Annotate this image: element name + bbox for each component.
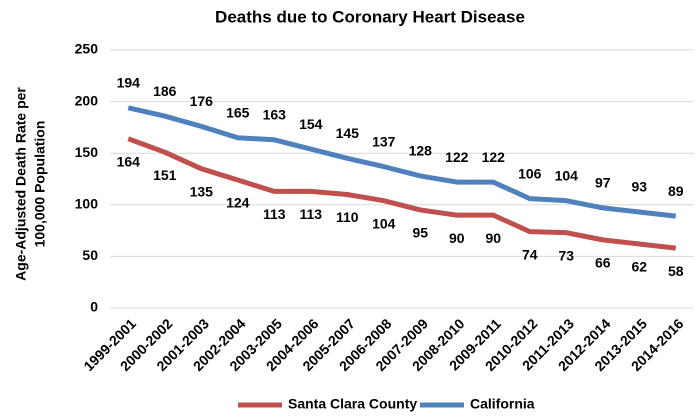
data-label: 194 — [117, 74, 141, 90]
data-label: 176 — [190, 93, 214, 109]
data-label: 73 — [558, 247, 574, 263]
data-label: 163 — [263, 106, 287, 122]
data-label: 62 — [631, 259, 647, 275]
y-axis-label-line: 100,000 Population — [32, 121, 48, 248]
data-label: 124 — [226, 195, 250, 211]
data-label: 128 — [409, 143, 433, 159]
data-label: 106 — [518, 165, 542, 181]
y-tick-label: 50 — [82, 247, 98, 263]
series-line — [127, 105, 677, 219]
data-label: 90 — [485, 230, 501, 246]
y-tick-label: 100 — [75, 196, 99, 212]
data-label: 113 — [263, 206, 286, 222]
data-label: 151 — [153, 167, 177, 183]
data-label: 66 — [595, 255, 611, 271]
legend-label: Santa Clara County — [288, 396, 417, 412]
data-label: 122 — [445, 149, 469, 165]
data-label: 137 — [372, 133, 396, 149]
data-label: 154 — [299, 116, 323, 132]
data-label: 104 — [372, 215, 396, 231]
data-label: 97 — [595, 175, 611, 191]
y-tick-label: 200 — [75, 92, 99, 108]
data-label: 122 — [482, 149, 506, 165]
data-label: 186 — [153, 83, 177, 99]
y-tick-label: 150 — [75, 144, 99, 160]
y-tick-label: 0 — [90, 299, 98, 315]
data-label: 164 — [117, 153, 141, 169]
data-label: 89 — [668, 183, 684, 199]
chart-title: Deaths due to Coronary Heart Disease — [215, 7, 525, 26]
y-axis-label-line: Age-Adjusted Death Rate per — [13, 87, 29, 281]
data-label: 93 — [631, 179, 647, 195]
legend-label: California — [470, 396, 535, 412]
data-label: 74 — [522, 246, 538, 262]
data-label: 90 — [449, 230, 465, 246]
data-label: 104 — [555, 167, 579, 183]
data-label: 110 — [336, 209, 359, 225]
data-label: 145 — [336, 125, 360, 141]
y-axis-label: Age-Adjusted Death Rate per 100,000 Popu… — [13, 87, 48, 281]
y-tick-label: 250 — [75, 41, 99, 57]
data-label: 58 — [668, 263, 684, 279]
data-label: 135 — [190, 183, 214, 199]
data-label: 165 — [226, 104, 250, 120]
data-label: 113 — [299, 206, 322, 222]
data-label: 95 — [412, 225, 428, 241]
series-line — [127, 136, 677, 251]
